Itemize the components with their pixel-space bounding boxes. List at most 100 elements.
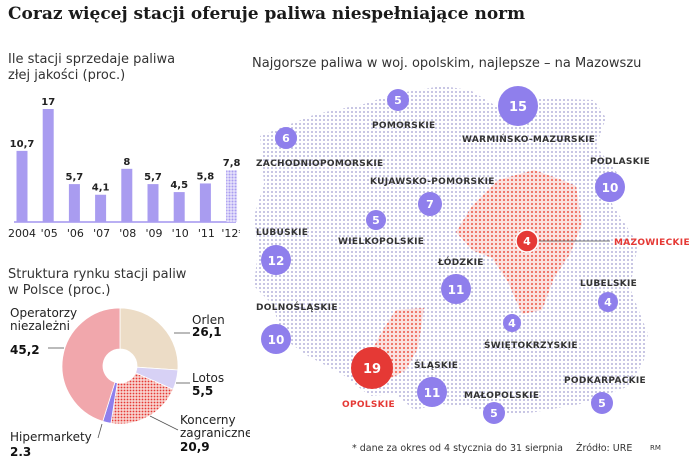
region-label: PODLASKIE [590, 157, 650, 167]
bar-category-label: '08 [119, 227, 136, 240]
bubble-value: 10 [268, 333, 285, 347]
bar-2004 [16, 150, 28, 222]
bar-'12* [226, 170, 238, 222]
pie-subtitle-line-2: w Polsce (proc.) [8, 283, 111, 298]
bubble-value: 15 [509, 100, 527, 115]
bubble-value: 5 [372, 214, 380, 227]
bubble-zachodniopomorskie [275, 127, 297, 149]
bar-chart: 10,7 2004 17 '05 5,7 '06 4,1 '07 8 '08 5,7 '09 4,5 '1… [8, 97, 240, 240]
region-label: ŚLĄSKIE [414, 359, 458, 371]
pie-slice-name: Hipermarkety [10, 430, 92, 444]
pie-leader-line [149, 415, 179, 431]
pie-slice-value: 45,2 [10, 343, 40, 357]
bar-category-label: '09 [145, 227, 162, 240]
bar-'09 [147, 184, 159, 222]
bar-category-label: '11 [198, 227, 215, 240]
region-label: PODKARPACKIE [564, 376, 646, 386]
bubble-value: 5 [490, 407, 498, 420]
region-label: KUJAWSKO-POMORSKIE [370, 177, 495, 187]
bubble-value: 5 [394, 94, 402, 107]
bubble-value: 4 [508, 317, 516, 330]
region-label: MAŁOPOLSKIE [464, 391, 539, 401]
bubble-pomorskie [387, 89, 409, 111]
pie-chart-subtitle: Struktura rynku stacji paliw w Polsce (p… [8, 267, 186, 299]
bubble-podkarpackie [591, 392, 613, 414]
bar-chart-subtitle: Ile stacji sprzedaje paliwa złej jakości… [8, 52, 175, 84]
bar-category-label: '10 [172, 227, 189, 240]
bar-'07 [95, 194, 107, 222]
pie-slice-name: Orlen [192, 313, 225, 327]
bar-value-label: 10,7 [10, 139, 35, 150]
bar-'08 [121, 168, 133, 222]
footnote: * dane za okres od 4 stycznia do 31 sier… [352, 443, 563, 454]
bar-value-label: 5,8 [197, 171, 215, 182]
pie-slice-value: 20,9 [180, 440, 210, 454]
pie-slice-value: 26,1 [192, 325, 222, 339]
bar-value-label: 4,5 [170, 180, 188, 191]
region-label: ŁÓDZKIE [437, 256, 484, 268]
pie-slice-name: Lotos [192, 371, 224, 385]
pie-slice-value: 5,5 [192, 384, 213, 398]
pie-slice-name: Operatorzy [10, 306, 77, 320]
bubble-value: 11 [448, 283, 465, 297]
pie-slice-name: niezależni [10, 319, 70, 333]
bubble-mazowieckie [515, 229, 539, 253]
source: Źródło: URE [576, 443, 633, 454]
bubble-kujawsko-pomorskie [418, 192, 442, 216]
bubble-wielkopolskie [366, 210, 386, 230]
region-label: POMORSKIE [372, 121, 435, 131]
bubble-value: 12 [268, 254, 285, 268]
poland-map: 5 POMORSKIE 15 WARMIŃSKO-MAZURSKIE 6 ZACHODNI… [254, 86, 690, 424]
bubble-dolnośląskie [261, 324, 291, 354]
pie-subtitle-line-1: Struktura rynku stacji paliw [8, 267, 187, 282]
bar-value-label: 8 [123, 157, 130, 168]
bubble-value: 4 [604, 296, 612, 309]
bubble-lubelskie [598, 292, 618, 312]
bar-value-label: 17 [41, 97, 55, 108]
country-shape [254, 86, 648, 416]
bubble-łódzkie [441, 274, 471, 304]
region-label: WARMIŃSKO-MAZURSKIE [462, 133, 595, 145]
region-label: WIELKOPOLSKIE [338, 237, 424, 247]
bar-value-label: 5,7 [144, 172, 162, 183]
bar-category-label: '12* [221, 227, 240, 240]
bar-value-label: 7,8 [223, 158, 240, 169]
page-title: Coraz więcej stacji oferuje paliwa niesp… [8, 4, 526, 24]
bubble-value: 19 [363, 362, 381, 377]
region-label: ŚWIĘTOKRZYSKIE [484, 339, 578, 351]
bubble-lubuskie [261, 245, 291, 275]
bar-category-label: '05 [41, 227, 58, 240]
pie-slice-name: zagraniczne [180, 426, 250, 440]
region-label: LUBELSKIE [580, 279, 637, 289]
bubble-małopolskie [483, 402, 505, 424]
bubble-value: 10 [602, 181, 619, 195]
credit: RM [650, 444, 661, 452]
bubble-śląskie [417, 377, 447, 407]
region-label: ZACHODNIOPOMORSKIE [256, 159, 383, 169]
bar-subtitle-line-2: złej jakości (proc.) [8, 68, 126, 83]
bar-category-label: '06 [67, 227, 84, 240]
bar-value-label: 5,7 [66, 172, 84, 183]
region-label: DOLNOŚLĄSKIE [256, 301, 338, 313]
bubble-podlaskie [595, 172, 625, 202]
map-subtitle: Najgorsze paliwa w woj. opolskim, najlep… [252, 56, 642, 71]
bar-subtitle-line-1: Ile stacji sprzedaje paliwa [8, 52, 176, 67]
bubble-warmińsko-mazurskie [498, 86, 538, 126]
pie-slice-value: 2,3 [10, 445, 31, 456]
region-label: LUBUSKIE [256, 228, 308, 238]
bar-value-label: 4,1 [92, 183, 110, 194]
pie-slice-2 [110, 372, 174, 425]
pie-slice-4 [61, 307, 121, 422]
region-label: MAZOWIECKIE [614, 238, 690, 248]
bubble-value: 6 [282, 132, 290, 145]
pie-slice-name: Koncerny [180, 413, 236, 427]
bubble-opolskie [351, 347, 393, 389]
bar-'05 [42, 109, 54, 222]
bubble-value: 11 [424, 386, 441, 400]
bar-'10 [173, 192, 185, 222]
bubble-świętokrzyskie [503, 314, 521, 332]
region-label: OPOLSKIE [342, 400, 395, 410]
pie-slice-0 [119, 307, 179, 371]
bar-'06 [68, 184, 80, 222]
